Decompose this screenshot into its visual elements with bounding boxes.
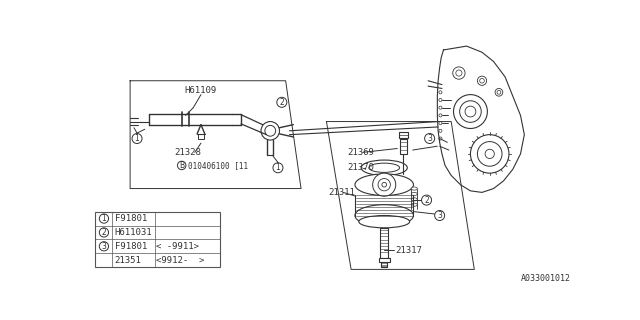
Circle shape bbox=[470, 135, 509, 173]
Ellipse shape bbox=[411, 198, 417, 201]
Bar bbox=[401, 139, 406, 154]
Circle shape bbox=[99, 214, 109, 223]
Ellipse shape bbox=[411, 187, 417, 190]
Text: < -9911>: < -9911> bbox=[156, 242, 199, 251]
Ellipse shape bbox=[411, 203, 417, 206]
Circle shape bbox=[424, 133, 435, 143]
Bar bbox=[198, 134, 204, 139]
Circle shape bbox=[99, 228, 109, 237]
Text: 21351: 21351 bbox=[115, 256, 141, 265]
Text: 21369: 21369 bbox=[348, 148, 374, 157]
Bar bbox=[95, 212, 220, 267]
Text: 2: 2 bbox=[280, 98, 284, 107]
Circle shape bbox=[422, 195, 431, 205]
Ellipse shape bbox=[411, 192, 417, 196]
Text: 21311: 21311 bbox=[328, 188, 355, 197]
Circle shape bbox=[435, 211, 445, 220]
Text: F91801: F91801 bbox=[115, 242, 147, 251]
Circle shape bbox=[273, 163, 283, 173]
Text: 3: 3 bbox=[437, 211, 442, 220]
Bar bbox=[379, 258, 390, 262]
Ellipse shape bbox=[355, 174, 413, 196]
Ellipse shape bbox=[359, 215, 410, 228]
Text: <9912-  >: <9912- > bbox=[156, 256, 205, 265]
Circle shape bbox=[378, 179, 390, 191]
Text: H611031: H611031 bbox=[115, 228, 152, 237]
Circle shape bbox=[452, 67, 465, 79]
Circle shape bbox=[439, 122, 442, 124]
Text: 3: 3 bbox=[102, 242, 106, 251]
Circle shape bbox=[439, 129, 442, 132]
Text: H61109: H61109 bbox=[185, 86, 217, 95]
Ellipse shape bbox=[361, 160, 407, 175]
Text: 1: 1 bbox=[276, 163, 280, 172]
Text: 2: 2 bbox=[424, 196, 429, 204]
Text: 2: 2 bbox=[102, 228, 106, 237]
Text: 010406100 [11: 010406100 [11 bbox=[188, 161, 248, 170]
Circle shape bbox=[439, 99, 442, 101]
Bar bbox=[399, 132, 408, 139]
Circle shape bbox=[372, 173, 396, 196]
Circle shape bbox=[495, 88, 503, 96]
Circle shape bbox=[454, 95, 488, 129]
Text: 21317: 21317 bbox=[396, 246, 422, 255]
Text: 1: 1 bbox=[134, 134, 140, 143]
Circle shape bbox=[132, 133, 142, 143]
Text: 21370: 21370 bbox=[348, 163, 374, 172]
Text: B: B bbox=[179, 161, 184, 170]
Bar bbox=[380, 228, 388, 258]
Circle shape bbox=[439, 137, 442, 140]
Circle shape bbox=[439, 106, 442, 109]
Text: 21328: 21328 bbox=[174, 148, 201, 157]
Ellipse shape bbox=[369, 163, 399, 172]
Circle shape bbox=[439, 114, 442, 117]
Ellipse shape bbox=[355, 205, 413, 226]
Circle shape bbox=[99, 242, 109, 251]
Text: A033001012: A033001012 bbox=[520, 274, 570, 283]
Circle shape bbox=[382, 182, 387, 187]
Circle shape bbox=[439, 91, 442, 94]
Text: F91801: F91801 bbox=[115, 214, 147, 223]
Circle shape bbox=[477, 76, 486, 85]
Text: 3: 3 bbox=[428, 134, 432, 143]
Text: 1: 1 bbox=[102, 214, 106, 223]
Circle shape bbox=[276, 97, 287, 107]
